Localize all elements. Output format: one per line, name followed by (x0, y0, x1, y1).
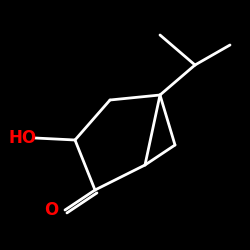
Text: HO: HO (9, 129, 37, 147)
Text: O: O (44, 201, 58, 219)
